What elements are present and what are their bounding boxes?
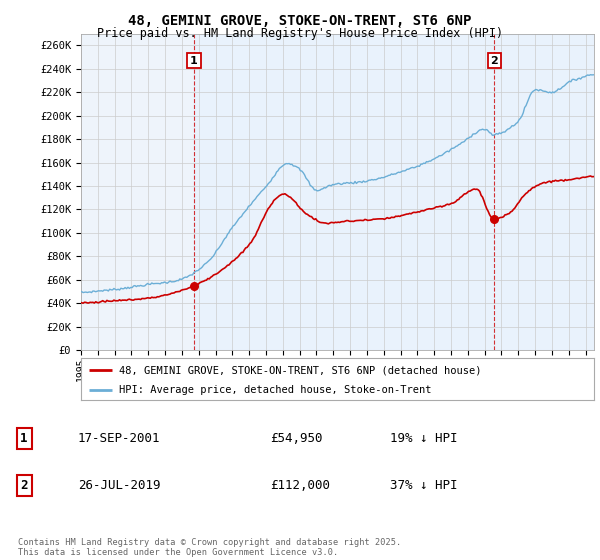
Text: 48, GEMINI GROVE, STOKE-ON-TRENT, ST6 6NP (detached house): 48, GEMINI GROVE, STOKE-ON-TRENT, ST6 6N… [119, 365, 482, 375]
Text: 1: 1 [20, 432, 28, 445]
Text: 1: 1 [190, 55, 198, 66]
Text: Price paid vs. HM Land Registry's House Price Index (HPI): Price paid vs. HM Land Registry's House … [97, 27, 503, 40]
Bar [194, 34, 594, 350]
Text: 2: 2 [20, 479, 28, 492]
Text: 19% ↓ HPI: 19% ↓ HPI [390, 432, 458, 445]
Text: 17-SEP-2001: 17-SEP-2001 [78, 432, 161, 445]
Text: Contains HM Land Registry data © Crown copyright and database right 2025.
This d: Contains HM Land Registry data © Crown c… [18, 538, 401, 557]
Text: 48, GEMINI GROVE, STOKE-ON-TRENT, ST6 6NP: 48, GEMINI GROVE, STOKE-ON-TRENT, ST6 6N… [128, 14, 472, 28]
Text: HPI: Average price, detached house, Stoke-on-Trent: HPI: Average price, detached house, Stok… [119, 385, 432, 395]
Text: £54,950: £54,950 [270, 432, 323, 445]
Text: £112,000: £112,000 [270, 479, 330, 492]
Text: 26-JUL-2019: 26-JUL-2019 [78, 479, 161, 492]
Text: 37% ↓ HPI: 37% ↓ HPI [390, 479, 458, 492]
Text: 2: 2 [490, 55, 498, 66]
